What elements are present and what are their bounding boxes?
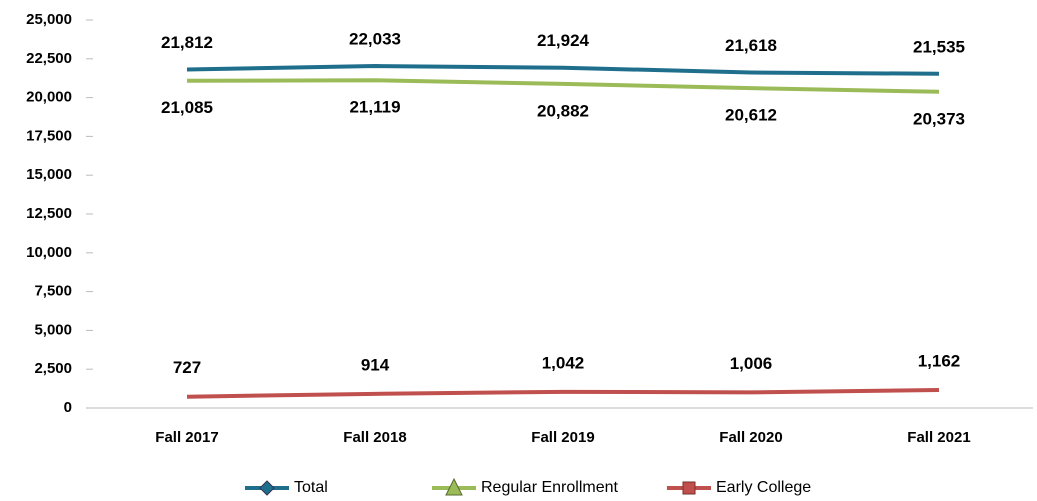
x-tick-label: Fall 2021 xyxy=(907,429,970,446)
legend-label: Regular Enrollment xyxy=(481,479,619,496)
x-tick-label: Fall 2020 xyxy=(719,429,782,446)
value-label: 914 xyxy=(361,355,390,374)
y-tick-label: 5,000 xyxy=(34,321,72,338)
value-label: 1,042 xyxy=(542,353,585,372)
legend-marker xyxy=(682,481,696,495)
x-tick-label: Fall 2017 xyxy=(155,429,218,446)
legend-label: Early College xyxy=(716,479,811,496)
value-label: 20,882 xyxy=(537,101,589,120)
y-tick-label: 2,500 xyxy=(34,360,72,377)
value-label: 20,373 xyxy=(913,109,965,128)
y-tick-label: 22,500 xyxy=(26,50,72,67)
value-label: 21,618 xyxy=(725,36,777,55)
line xyxy=(186,78,940,94)
legend-marker xyxy=(259,480,275,496)
value-label: 1,006 xyxy=(730,354,773,373)
x-tick-label: Fall 2019 xyxy=(531,429,594,446)
value-label: 21,924 xyxy=(537,31,590,50)
value-label: 1,162 xyxy=(918,351,961,370)
value-label: 21,119 xyxy=(349,98,400,117)
value-label: 727 xyxy=(173,358,201,377)
y-tick-label: 25,000 xyxy=(26,11,72,28)
y-tick-label: 15,000 xyxy=(26,166,72,183)
value-label: 21,085 xyxy=(161,98,213,117)
line xyxy=(186,387,940,399)
value-label: 21,535 xyxy=(913,37,965,56)
legend-marker xyxy=(445,477,463,496)
y-tick-label: 12,500 xyxy=(26,205,72,222)
value-label: 22,033 xyxy=(349,30,401,49)
y-tick-label: 20,000 xyxy=(26,89,72,106)
value-label: 20,612 xyxy=(725,106,777,125)
x-tick-label: Fall 2018 xyxy=(343,429,406,446)
y-tick-label: 17,500 xyxy=(26,127,72,144)
value-label: 21,812 xyxy=(161,33,213,52)
y-tick-label: 0 xyxy=(64,399,72,416)
line xyxy=(186,64,940,76)
y-tick-label: 7,500 xyxy=(34,283,72,300)
legend-label: Total xyxy=(294,479,328,496)
y-tick-label: 10,000 xyxy=(26,244,72,261)
